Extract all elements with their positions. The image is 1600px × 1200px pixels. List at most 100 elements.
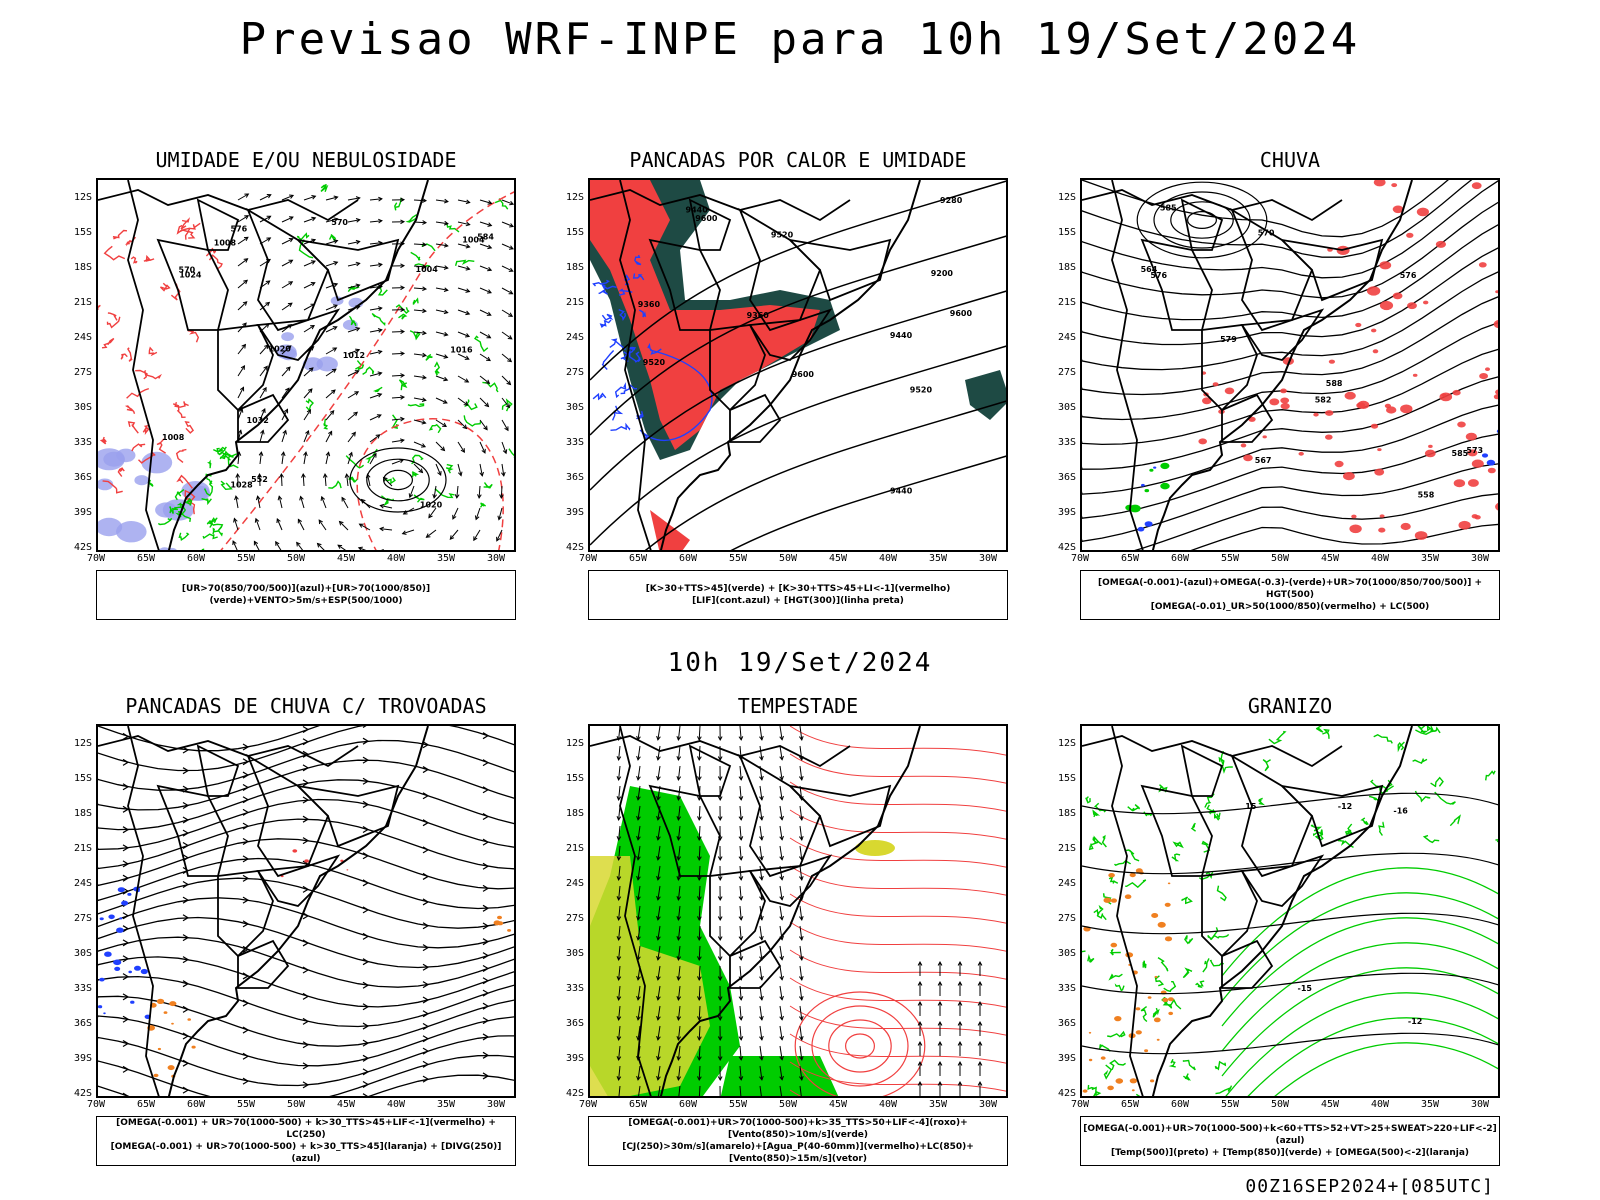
contour-label: 1012 (343, 351, 365, 360)
lat-label: 12S (1057, 738, 1076, 749)
lat-label: 27S (1057, 913, 1076, 924)
lon-label: 70W (578, 1099, 598, 1110)
lon-label: 60W (186, 1099, 206, 1110)
lon-label: 55W (236, 553, 256, 564)
lat-label: 33S (565, 983, 584, 994)
lon-label: 70W (86, 553, 106, 564)
lon-label: 30W (1470, 1099, 1490, 1110)
contour-label: 9600 (792, 370, 815, 379)
lat-label: 15S (1057, 227, 1076, 238)
legend-line: [K>30+TTS>45](verde) + [K>30+TTS>45+LI<-… (645, 584, 951, 594)
contour-label: 558 (1418, 491, 1435, 500)
map-tempestade (588, 724, 1008, 1098)
lat-label: 21S (565, 843, 584, 854)
map-pancadas_calor: 9600 9520 9600 9520 9440 9520 9360 9440 9200 9280… (588, 178, 1008, 552)
lat-label: 42S (565, 542, 584, 553)
contour-label: 576 (231, 224, 248, 233)
lat-label: 15S (565, 227, 584, 238)
contour-label: 9520 (771, 230, 794, 239)
contour-label: 570 (1258, 229, 1275, 238)
legend-line: [OMEGA(-0.001)-(azul)+OMEGA(-0.3)-(verde… (1097, 578, 1483, 600)
contour-label: 570 (331, 218, 348, 227)
lon-label: 45W (336, 1099, 356, 1110)
lon-label: 30W (486, 553, 506, 564)
lon-label: 45W (1320, 1099, 1340, 1110)
contour-label: 9360 (747, 311, 770, 320)
lon-label: 50W (1270, 1099, 1290, 1110)
contour-label: 1032 (247, 416, 269, 425)
contour-label: 588 (1326, 379, 1343, 388)
lat-label: 33S (565, 437, 584, 448)
panel-title-granizo: GRANIZO (1247, 694, 1333, 718)
lat-label: 24S (1057, 332, 1076, 343)
lat-label: 30S (73, 402, 92, 413)
map-canvas-pancadas_calor: 9600 9520 9600 9520 9440 9520 9360 9440 9200 9280… (590, 180, 1006, 550)
lon-label: 35W (1420, 1099, 1440, 1110)
lat-label: 30S (73, 948, 92, 959)
lat-label: 15S (565, 773, 584, 784)
contour-label: 567 (1255, 456, 1272, 465)
lon-label: 30W (978, 1099, 998, 1110)
lat-label: 24S (565, 878, 584, 889)
lat-label: 39S (1057, 507, 1076, 518)
lon-label: 30W (978, 553, 998, 564)
contour-label: 1004 (462, 236, 485, 245)
lon-label: 50W (286, 1099, 306, 1110)
lat-label: 18S (565, 262, 584, 273)
legend-line: [Temp(500)](preto) + [Temp(850)](verde) … (1110, 1148, 1470, 1158)
contour-label: 585 (1452, 449, 1469, 458)
lat-label: 42S (1057, 542, 1076, 553)
lon-label: 35W (436, 553, 456, 564)
lon-label: 40W (878, 1099, 898, 1110)
lat-label: 36S (1057, 472, 1076, 483)
contour-label: 1020 (269, 345, 292, 354)
lat-label: 12S (565, 192, 584, 203)
lat-label: 42S (73, 1088, 92, 1099)
lon-label: 45W (1320, 553, 1340, 564)
contour-label: 1008 (214, 239, 237, 248)
contour-label: 584 (477, 232, 494, 241)
lon-label: 55W (236, 1099, 256, 1110)
lat-label: 36S (73, 1018, 92, 1029)
legend-line: [UR>70(850/700/500)](azul)+[UR>70(1000/8… (181, 584, 431, 606)
lat-label: 12S (1057, 192, 1076, 203)
lat-label: 30S (565, 402, 584, 413)
lat-label: 24S (1057, 878, 1076, 889)
lat-label: 39S (1057, 1053, 1076, 1064)
lat-label: 18S (73, 808, 92, 819)
lat-label: 27S (565, 913, 584, 924)
lat-label: 15S (73, 227, 92, 238)
map-canvas-tempestade (590, 726, 1006, 1096)
panel-title-chuva: CHUVA (1259, 148, 1321, 172)
lat-label: 24S (73, 332, 92, 343)
lat-label: 12S (73, 738, 92, 749)
lat-label: 42S (1057, 1088, 1076, 1099)
lon-label: 70W (1070, 553, 1090, 564)
lat-label: 21S (73, 297, 92, 308)
lon-label: 35W (928, 553, 948, 564)
panel-title-trovoadas: PANCADAS DE CHUVA C/ TROVOADAS (125, 694, 487, 718)
panel-title-umidade: UMIDADE E/OU NEBULOSIDADE (155, 148, 457, 172)
lat-label: 24S (565, 332, 584, 343)
map-canvas-trovoadas (98, 726, 514, 1096)
lat-label: 30S (1057, 948, 1076, 959)
map-canvas-umidade: 1008 1016 1020 1020 1008 1024 1012 1028 1032 1004… (98, 180, 514, 550)
panel-title-pancadas_calor: PANCADAS POR CALOR E UMIDADE (629, 148, 967, 172)
contour-label: 1020 (420, 500, 443, 509)
lon-label: 65W (1120, 1099, 1140, 1110)
lat-label: 15S (1057, 773, 1076, 784)
lat-label: 39S (73, 507, 92, 518)
legend-umidade: [UR>70(850/700/500)](azul)+[UR>70(1000/8… (96, 570, 516, 620)
contour-label: 9440 (686, 206, 709, 215)
contour-label: 576 (1400, 271, 1417, 280)
contour-label: 9600 (950, 309, 973, 318)
map-umidade: 1008 1016 1020 1020 1008 1024 1012 1028 1032 1004… (96, 178, 516, 552)
lon-label: 65W (136, 1099, 156, 1110)
lat-label: 39S (73, 1053, 92, 1064)
legend-line: [CJ(250)>30m/s](amarelo)+[Agua_P(40-60mm… (622, 1142, 974, 1164)
contour-label: -16 (1393, 807, 1408, 816)
contour-label: 576 (1150, 271, 1167, 280)
lat-label: 30S (1057, 402, 1076, 413)
lon-label: 60W (678, 553, 698, 564)
